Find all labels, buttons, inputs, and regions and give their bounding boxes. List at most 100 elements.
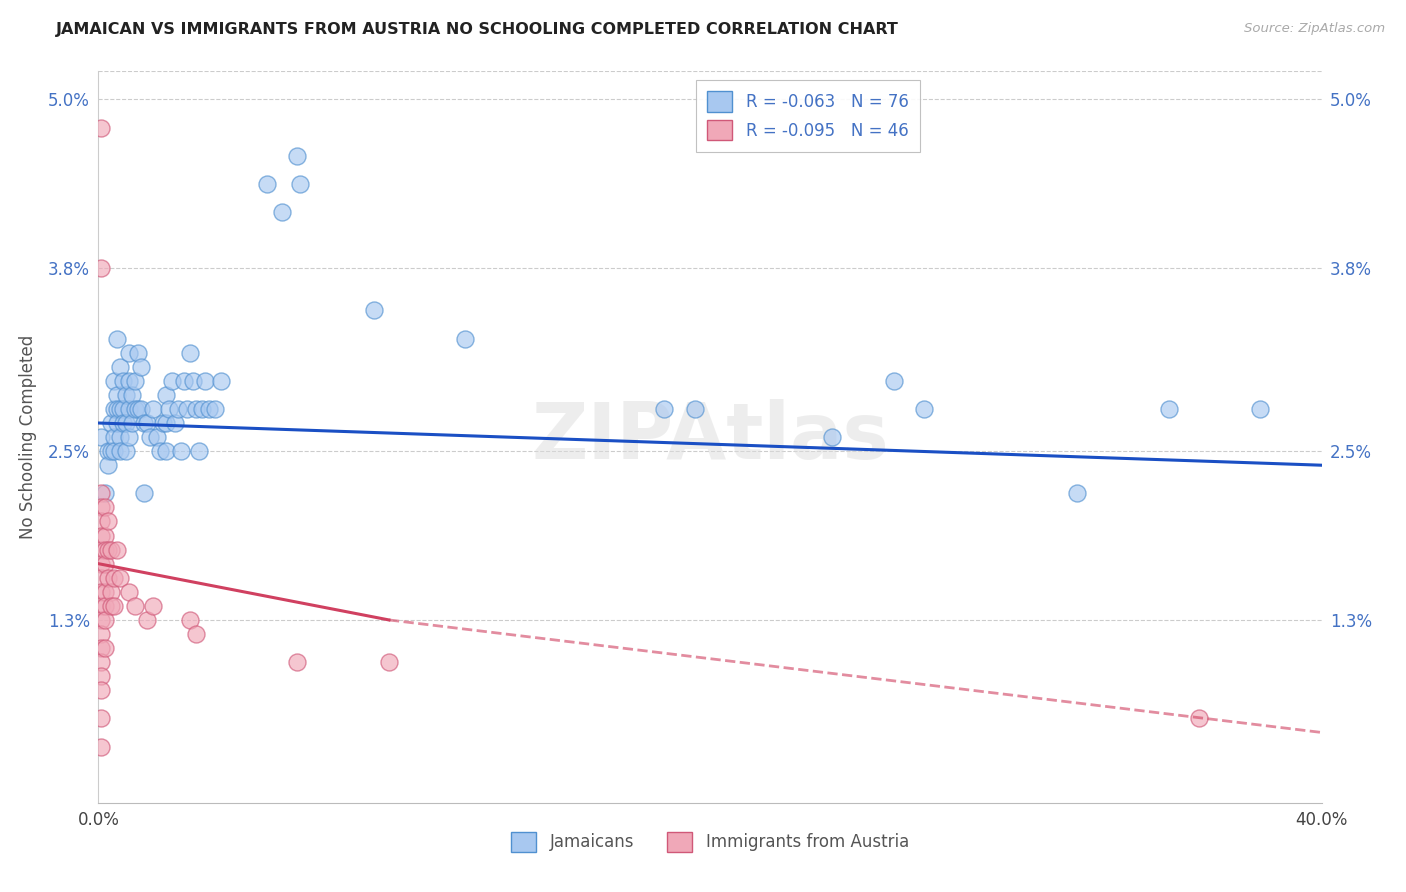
Point: [155, 388, 177, 402]
Point: [270, 205, 292, 219]
Point: [90, 542, 112, 557]
Point: [127, 345, 149, 359]
Point: [97, 458, 120, 473]
Point: [90, 261, 112, 276]
Point: [93, 528, 115, 542]
Point: [93, 542, 115, 557]
Point: [90, 486, 112, 500]
Point: [152, 416, 174, 430]
Point: [103, 599, 125, 613]
Point: [883, 374, 905, 388]
Point: [97, 571, 120, 585]
Point: [176, 401, 198, 416]
Point: [134, 486, 156, 500]
Point: [683, 401, 706, 416]
Point: [93, 584, 115, 599]
Point: [256, 177, 278, 191]
Y-axis label: No Schooling Completed: No Schooling Completed: [18, 335, 37, 539]
Point: [155, 444, 177, 458]
Point: [90, 120, 112, 135]
Point: [108, 430, 131, 444]
Point: [160, 374, 183, 388]
Point: [378, 655, 401, 669]
Point: [149, 444, 172, 458]
Point: [90, 627, 112, 641]
Point: [179, 345, 201, 359]
Point: [111, 374, 134, 388]
Point: [103, 571, 125, 585]
Point: [179, 613, 201, 627]
Point: [118, 584, 141, 599]
Point: [912, 401, 935, 416]
Point: [285, 655, 308, 669]
Point: [100, 416, 122, 430]
Point: [821, 430, 844, 444]
Point: [100, 584, 122, 599]
Point: [90, 641, 112, 656]
Point: [90, 571, 112, 585]
Point: [90, 430, 112, 444]
Point: [105, 416, 128, 430]
Point: [93, 613, 115, 627]
Point: [363, 303, 385, 318]
Point: [115, 416, 138, 430]
Point: [209, 374, 232, 388]
Point: [111, 416, 134, 430]
Point: [103, 374, 125, 388]
Point: [167, 401, 190, 416]
Point: [652, 401, 675, 416]
Point: [93, 500, 115, 515]
Point: [105, 542, 128, 557]
Point: [163, 416, 186, 430]
Point: [1188, 711, 1211, 725]
Point: [105, 332, 128, 346]
Point: [100, 542, 122, 557]
Point: [136, 613, 159, 627]
Point: [105, 401, 128, 416]
Point: [90, 515, 112, 529]
Point: [136, 416, 159, 430]
Point: [115, 444, 138, 458]
Point: [155, 416, 177, 430]
Point: [118, 430, 141, 444]
Point: [90, 557, 112, 571]
Text: Source: ZipAtlas.com: Source: ZipAtlas.com: [1244, 22, 1385, 36]
Point: [100, 599, 122, 613]
Point: [93, 599, 115, 613]
Point: [118, 345, 141, 359]
Point: [93, 557, 115, 571]
Point: [90, 613, 112, 627]
Point: [118, 401, 141, 416]
Point: [100, 444, 122, 458]
Point: [111, 401, 134, 416]
Point: [90, 669, 112, 683]
Point: [1157, 401, 1180, 416]
Text: ZIPAtlas: ZIPAtlas: [531, 399, 889, 475]
Point: [93, 486, 115, 500]
Point: [90, 683, 112, 698]
Point: [129, 359, 152, 374]
Point: [121, 416, 143, 430]
Legend: Jamaicans, Immigrants from Austria: Jamaicans, Immigrants from Austria: [503, 823, 917, 860]
Point: [285, 149, 308, 163]
Point: [90, 584, 112, 599]
Point: [90, 711, 112, 725]
Point: [134, 416, 156, 430]
Point: [124, 401, 146, 416]
Point: [97, 515, 120, 529]
Point: [90, 500, 112, 515]
Text: JAMAICAN VS IMMIGRANTS FROM AUSTRIA NO SCHOOLING COMPLETED CORRELATION CHART: JAMAICAN VS IMMIGRANTS FROM AUSTRIA NO S…: [56, 22, 898, 37]
Point: [197, 401, 219, 416]
Point: [124, 599, 146, 613]
Point: [142, 401, 165, 416]
Point: [454, 332, 477, 346]
Point: [103, 430, 125, 444]
Point: [90, 655, 112, 669]
Point: [194, 374, 217, 388]
Point: [139, 430, 162, 444]
Point: [103, 444, 125, 458]
Point: [108, 444, 131, 458]
Point: [1249, 401, 1271, 416]
Point: [115, 388, 138, 402]
Point: [105, 388, 128, 402]
